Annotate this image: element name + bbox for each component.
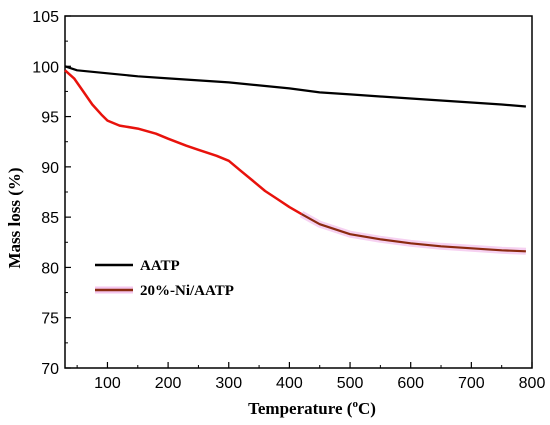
x-tick-label: 300 xyxy=(215,375,242,392)
x-tick-label: 700 xyxy=(458,375,485,392)
x-axis-title: Temperature (oC) xyxy=(248,398,376,418)
y-axis-title: Mass loss (%) xyxy=(5,167,24,268)
plot-frame xyxy=(64,15,533,369)
y-tick-label: 100 xyxy=(32,59,59,76)
x-tick-label: 200 xyxy=(155,375,182,392)
x-axis-title-unit: C) xyxy=(358,399,376,418)
y-tick-label: 90 xyxy=(41,160,59,177)
series-line-ni-aatp-tail xyxy=(300,213,526,253)
x-tick-label: 800 xyxy=(519,375,546,392)
x-tick-label: 100 xyxy=(94,375,121,392)
legend-label: AATP xyxy=(140,258,180,274)
legend-label: 20%-Ni/AATP xyxy=(140,283,234,299)
y-tick-label: 85 xyxy=(41,210,59,227)
x-tick-label: 400 xyxy=(276,375,303,392)
series-line-aatp xyxy=(64,65,526,108)
series-line-ni-aatp-halo xyxy=(299,211,527,255)
x-axis-title-degree: o xyxy=(352,398,358,410)
x-axis-title-main: Temperature ( xyxy=(248,399,353,418)
ticks-layer: 100 200 300 400 500 600 700 800 70 75 80 85 90 95 100 1… xyxy=(32,9,545,392)
series-line-ni-aatp xyxy=(64,69,303,216)
plot-area xyxy=(64,15,533,369)
series-layer xyxy=(64,65,527,255)
x-tick-label: 600 xyxy=(397,375,424,392)
y-tick-label: 75 xyxy=(41,311,59,328)
x-tick-label: 500 xyxy=(337,375,364,392)
legend: AATP 20%-Ni/AATP xyxy=(95,258,234,299)
y-tick-label: 80 xyxy=(41,260,59,277)
y-tick-label: 95 xyxy=(41,110,59,127)
y-tick-label: 70 xyxy=(41,361,59,378)
y-tick-label: 105 xyxy=(32,9,59,26)
